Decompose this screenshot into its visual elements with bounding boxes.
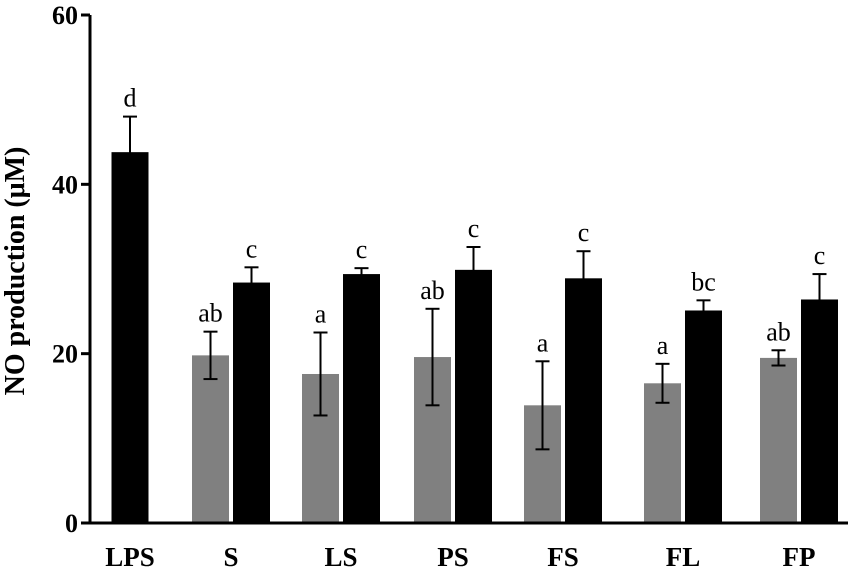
significance-label-black-fs: c xyxy=(578,218,590,247)
error-bar-black-fs xyxy=(576,250,591,307)
error-bar-black-ls xyxy=(354,267,369,282)
error-bar-black-fp xyxy=(812,273,827,326)
error-bar-gray-s xyxy=(203,330,218,381)
error-bar-black-ps xyxy=(466,245,481,294)
bars-layer xyxy=(111,115,838,523)
y-tick-label: 20 xyxy=(52,340,78,369)
significance-label-gray-fp: ab xyxy=(766,317,791,346)
significance-label-gray-ps: ab xyxy=(420,276,445,305)
bar-black-lps xyxy=(111,152,149,523)
y-tick-label: 40 xyxy=(52,170,78,199)
significance-label-black-ls: c xyxy=(356,235,368,264)
error-bar-gray-fs xyxy=(535,360,550,451)
bar-gray-s xyxy=(192,355,229,523)
error-bar-black-lps xyxy=(123,115,137,189)
error-bar-gray-ls xyxy=(313,331,328,417)
significance-label-gray-fl: a xyxy=(657,331,669,360)
significance-label-gray-s: ab xyxy=(198,299,223,328)
bar-gray-fl xyxy=(644,383,681,523)
error-bar-black-s xyxy=(244,266,259,299)
y-tick-label: 0 xyxy=(65,509,78,538)
x-tick-label-ls: LS xyxy=(324,542,357,572)
axes-layer xyxy=(81,13,848,525)
significance-label-black-s: c xyxy=(246,234,258,263)
bar-black-ps xyxy=(455,269,492,523)
x-tick-label-lps: LPS xyxy=(105,542,155,572)
bar-black-fl xyxy=(685,310,722,523)
bar-black-fp xyxy=(801,299,838,523)
error-bar-gray-fl xyxy=(655,362,670,404)
bar-black-ls xyxy=(343,274,380,523)
x-tick-label-fp: FP xyxy=(783,542,816,572)
significance-label-black-fl: bc xyxy=(691,267,716,296)
bar-black-fs xyxy=(565,278,602,523)
x-tick-label-fl: FL xyxy=(666,542,701,572)
significance-label-gray-ls: a xyxy=(315,300,327,329)
error-bar-gray-ps xyxy=(425,307,440,407)
y-axis-title: NO production (μM) xyxy=(0,147,31,396)
error-bar-black-fl xyxy=(696,299,711,322)
x-tick-label-s: S xyxy=(223,542,238,572)
x-tick-label-ps: PS xyxy=(437,542,469,572)
bar-black-s xyxy=(233,282,270,523)
significance-label-gray-fs: a xyxy=(537,328,549,357)
error-bar-gray-fp xyxy=(771,349,786,367)
significance-label-black-lps: d xyxy=(124,84,137,113)
significance-label-black-fp: c xyxy=(814,241,826,270)
y-tick-label: 60 xyxy=(52,1,78,30)
bar-gray-fp xyxy=(760,357,797,523)
significance-label-black-ps: c xyxy=(468,214,480,243)
x-tick-label-fs: FS xyxy=(547,542,579,572)
